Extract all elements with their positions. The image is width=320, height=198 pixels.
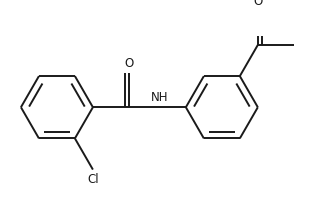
Text: O: O [124,57,133,70]
Text: NH: NH [151,90,168,104]
Text: O: O [253,0,262,8]
Text: Cl: Cl [88,173,100,186]
